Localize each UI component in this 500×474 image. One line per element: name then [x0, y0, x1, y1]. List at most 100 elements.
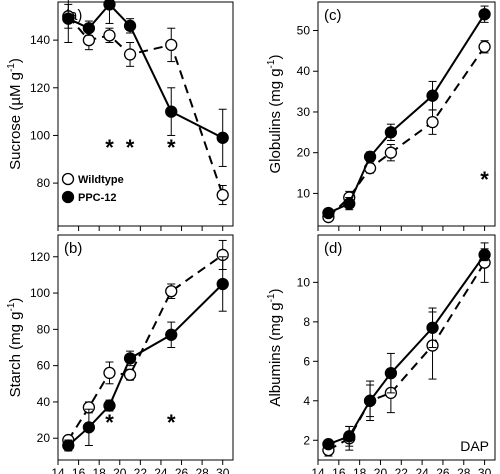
- series-line: [67, 15, 224, 196]
- data-point: [123, 19, 137, 32]
- data-point: [62, 12, 75, 25]
- y-tick-label: 40: [37, 395, 51, 409]
- legend-label: PPC-12: [78, 192, 117, 204]
- x-tick-label: 24: [154, 466, 168, 474]
- data-point: [384, 146, 398, 159]
- x-tick-label: 14: [51, 466, 65, 474]
- plot-frame: [317, 1, 496, 227]
- y-tick-label: 140: [30, 33, 50, 47]
- data-point: [478, 8, 491, 21]
- data-point: [343, 430, 356, 443]
- series-wildtype: [62, 239, 229, 447]
- significance-marker: *: [105, 410, 114, 435]
- y-axis-label: Sucrose (µM g-1): [6, 58, 24, 170]
- data-point: [103, 29, 116, 42]
- data-point: [216, 188, 229, 202]
- x-tick-label: 26: [175, 466, 189, 474]
- x-tick-label: 20: [113, 466, 127, 474]
- data-point: [426, 321, 439, 334]
- y-tick-label: 60: [37, 359, 51, 373]
- x-tick-label: 20: [374, 466, 388, 474]
- plot-frame: [57, 1, 234, 227]
- x-tick-label: 22: [395, 466, 409, 474]
- panel-b: 20 40 60 80 100 120 14 16 18 20 22 24 26 28 30 (b) Starc…: [6, 234, 234, 474]
- x-tick-label: 28: [195, 466, 209, 474]
- series-ppc-12: [62, 256, 229, 452]
- data-point: [165, 38, 178, 52]
- panel-c: 10 20 30 40 50 (c) Globulins (mg g-1) *: [266, 1, 496, 231]
- y-tick-label: 4: [303, 394, 310, 408]
- data-point: [82, 33, 96, 47]
- panel-label: (d): [324, 240, 342, 257]
- data-point: [478, 248, 491, 261]
- series-line: [328, 254, 486, 446]
- data-point: [103, 399, 116, 412]
- y-axis-label: Albumins (mg g-1): [266, 288, 284, 406]
- data-point: [322, 438, 335, 451]
- y-tick-label: 80: [37, 322, 51, 336]
- x-tick-label: 28: [457, 466, 471, 474]
- series-wildtype: [322, 40, 491, 224]
- data-point: [478, 40, 491, 53]
- data-point: [322, 206, 335, 220]
- data-point: [216, 131, 229, 144]
- y-tick-label: 20: [297, 146, 311, 160]
- y-tick-label: 100: [30, 286, 50, 300]
- y-axis-label: Starch (mg g-1): [6, 298, 24, 398]
- data-point: [103, 366, 116, 380]
- data-point: [384, 126, 398, 139]
- x-tick-label: 18: [353, 466, 367, 474]
- series-ppc-12: [62, 0, 229, 167]
- legend: Wildtype PPC-12: [61, 172, 124, 204]
- data-point: [165, 105, 178, 118]
- data-point: [103, 0, 116, 11]
- x-tick-label: 26: [436, 466, 450, 474]
- significance-marker: *: [167, 410, 176, 435]
- panel-label: (c): [324, 7, 342, 24]
- y-tick-label: 100: [30, 128, 50, 142]
- series-wildtype: [322, 242, 491, 457]
- legend-label: Wildtype: [78, 174, 124, 186]
- significance-marker: *: [167, 135, 176, 160]
- y-tick-label: 80: [37, 176, 51, 190]
- series-ppc-12: [322, 248, 491, 451]
- series-ppc-12: [322, 5, 491, 220]
- y-tick-label: 30: [297, 105, 311, 119]
- x-tick-label: 30: [216, 466, 230, 474]
- x-tick-label: 16: [72, 466, 86, 474]
- y-tick-label: 10: [297, 275, 311, 289]
- data-point: [426, 115, 439, 129]
- data-point: [165, 285, 178, 298]
- series-line: [67, 283, 224, 447]
- y-tick-label: 120: [30, 250, 50, 264]
- x-tick-label: 24: [415, 466, 429, 474]
- plot-frame: [57, 234, 234, 461]
- y-tick-label: 40: [297, 64, 311, 78]
- significance-marker: *: [105, 135, 114, 160]
- data-point: [363, 150, 377, 163]
- y-tick-label: 2: [303, 433, 310, 447]
- y-tick-label: 10: [297, 186, 311, 200]
- data-point: [62, 439, 75, 452]
- data-point: [363, 394, 377, 407]
- data-point: [384, 367, 398, 380]
- data-point: [123, 368, 137, 381]
- data-point: [426, 89, 439, 102]
- plot-frame: [317, 234, 496, 461]
- significance-marker: *: [126, 135, 135, 160]
- data-point: [82, 22, 96, 35]
- data-point: [82, 421, 96, 434]
- x-tick-label: 16: [332, 466, 346, 474]
- y-tick-label: 8: [303, 315, 310, 329]
- y-tick-label: 6: [303, 354, 310, 368]
- significance-marker: *: [480, 167, 489, 192]
- legend-marker: [61, 172, 75, 186]
- x-tick-label: 18: [92, 466, 106, 474]
- y-axis-label: Globulins (mg g-1): [266, 55, 284, 174]
- data-point: [216, 277, 229, 291]
- y-tick-label: 50: [297, 24, 311, 38]
- x-tick-label: 22: [134, 466, 148, 474]
